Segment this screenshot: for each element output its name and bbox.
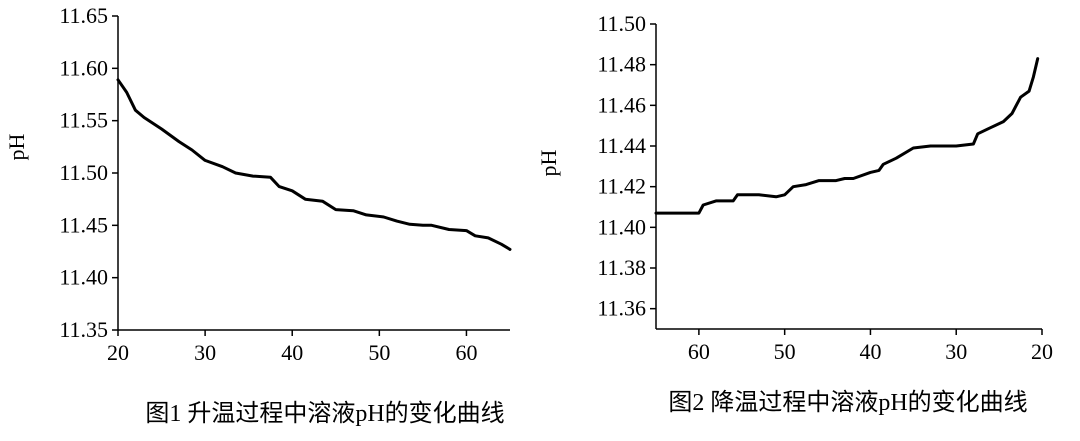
y-tick-label: 11.60 — [59, 55, 108, 80]
y-tick-label: 11.36 — [597, 296, 646, 321]
y-tick-label: 11.65 — [59, 3, 108, 28]
y-tick-label: 11.55 — [59, 108, 108, 133]
y-tick-label: 11.35 — [59, 317, 108, 342]
plot-area — [654, 57, 1040, 215]
x-tick-label: 60 — [455, 340, 477, 365]
y-axis-label: pH — [536, 149, 561, 176]
chart-caption: 图1 升温过程中溶液pH的变化曲线 — [145, 400, 504, 427]
x-tick-label: 40 — [281, 340, 303, 365]
x-tick-label: 30 — [945, 339, 967, 364]
x-axis: 20 30 40 50 60 — [107, 329, 510, 365]
y-tick-label: 11.44 — [597, 133, 646, 158]
series-line — [654, 57, 1040, 215]
y-tick-label: 11.48 — [597, 52, 646, 77]
chart-cooling: pH 11.3611.3811.4011.4211.4411.4611.4811… — [536, 11, 1053, 416]
x-tick-label: 20 — [1031, 339, 1053, 364]
y-axis: 11.35 11.40 11.45 11.50 11.55 11.60 11.65 — [59, 3, 119, 342]
y-tick-label: 11.45 — [59, 212, 108, 237]
y-tick-label: 11.50 — [59, 160, 108, 185]
plot-area — [116, 78, 512, 251]
x-tick-label: 50 — [774, 339, 796, 364]
x-tick-label: 30 — [194, 340, 216, 365]
y-tick-label: 11.46 — [597, 92, 646, 117]
chart-caption: 图2 降温过程中溶液pH的变化曲线 — [668, 389, 1027, 416]
y-tick-label: 11.38 — [597, 255, 646, 280]
series-line — [116, 78, 512, 251]
x-tick-label: 20 — [107, 340, 129, 365]
x-tick-label: 50 — [368, 340, 390, 365]
y-axis-label: pH — [4, 133, 29, 160]
chart-heating: pH 11.35 11.40 11.45 11.50 11.55 11.60 11.65 2… — [4, 3, 512, 427]
y-tick-label: 11.40 — [597, 214, 646, 239]
y-tick-label: 11.42 — [597, 174, 646, 199]
y-tick-label: 11.50 — [597, 11, 646, 36]
x-tick-label: 40 — [859, 339, 881, 364]
x-tick-label: 60 — [688, 339, 710, 364]
y-tick-label: 11.40 — [59, 265, 108, 290]
y-axis: 11.36 11.38 11.40 11.42 11.44 11.46 11.48 11.50 — [597, 11, 657, 329]
x-axis: 60 50 40 30 20 — [656, 328, 1053, 364]
